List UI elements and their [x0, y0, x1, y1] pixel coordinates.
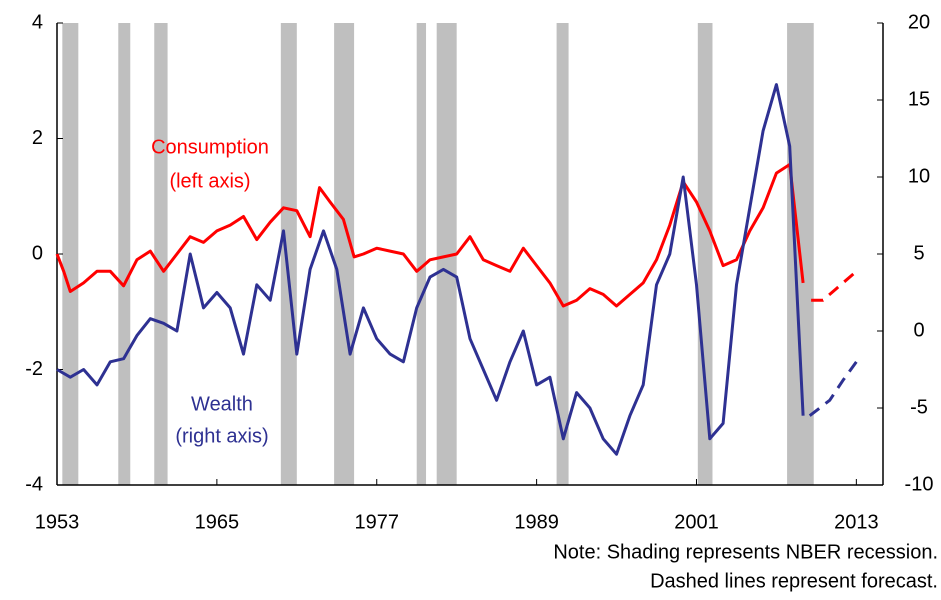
- x-tick-label: 2013: [834, 511, 879, 533]
- note: Note: Shading represents NBER recession.: [553, 541, 938, 563]
- y-tick-label: 2: [32, 127, 43, 149]
- x-tick-label: 1965: [195, 511, 240, 533]
- recession: [556, 23, 569, 485]
- recession: [436, 23, 457, 485]
- plot: -4 -2 0 2 4 -10 -5 0 5 10 15 20 1953 1965 1977 1989 2001…: [25, 11, 933, 533]
- series-label: Consumption: [151, 136, 269, 158]
- axis-note: (left axis): [169, 170, 250, 192]
- x-tick-label: 1977: [354, 511, 399, 533]
- y-tick-label: -2: [25, 358, 43, 380]
- y2-tick-label: 0: [913, 319, 924, 341]
- y2-tick-label: -10: [905, 473, 934, 495]
- x-tick-label: 1989: [514, 511, 559, 533]
- series-line: [56, 83, 805, 456]
- recession: [62, 23, 79, 485]
- y2-tick-label: 15: [908, 88, 930, 110]
- recession: [118, 23, 131, 485]
- y-tick-label: 4: [32, 11, 43, 33]
- y-tick-label: 0: [32, 242, 43, 264]
- x-tick-label: 2001: [674, 511, 719, 533]
- series-line: [811, 270, 858, 302]
- series-line: [808, 360, 858, 417]
- series-line: [55, 163, 805, 308]
- recession: [280, 23, 297, 485]
- note: Dashed lines represent forecast.: [650, 570, 938, 592]
- axis-note: (right axis): [175, 425, 268, 447]
- y2-tick-label: 10: [908, 165, 930, 187]
- recession: [154, 23, 168, 485]
- x-tick-label: 1953: [35, 511, 80, 533]
- y2-tick-label: 20: [908, 11, 930, 33]
- series-label: Wealth: [191, 393, 253, 415]
- y2-tick-label: -5: [910, 396, 928, 418]
- recession: [334, 23, 355, 485]
- y2-tick-label: 5: [913, 242, 924, 264]
- recession: [697, 23, 713, 485]
- recession: [416, 23, 427, 485]
- y-tick-label: -4: [25, 473, 43, 495]
